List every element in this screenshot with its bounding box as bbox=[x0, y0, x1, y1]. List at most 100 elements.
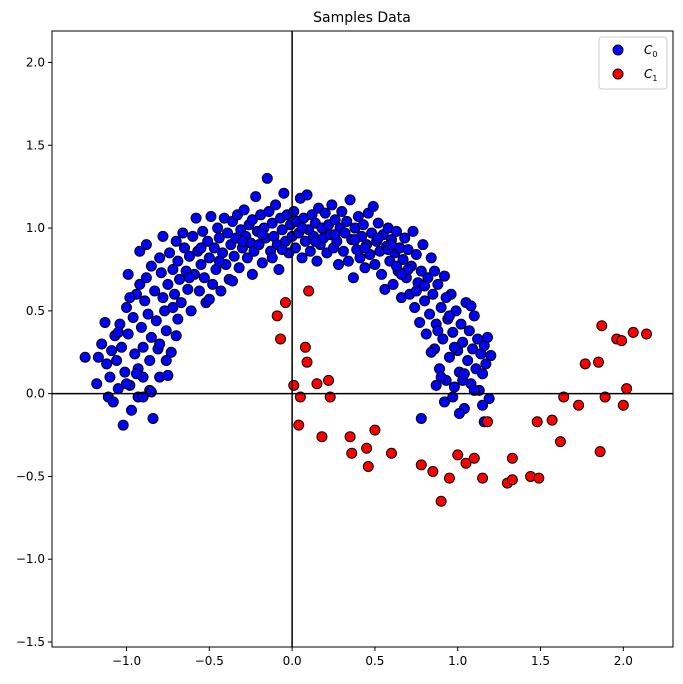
point-c0 bbox=[183, 250, 195, 262]
point-c0 bbox=[167, 302, 179, 314]
point-c0 bbox=[111, 355, 123, 367]
point-c0 bbox=[140, 239, 152, 251]
point-c0 bbox=[256, 229, 268, 241]
point-c0 bbox=[145, 331, 157, 343]
point-c0 bbox=[455, 318, 467, 330]
point-c0 bbox=[326, 199, 338, 211]
point-c0 bbox=[453, 408, 465, 420]
point-c0 bbox=[190, 212, 202, 224]
point-c0 bbox=[301, 189, 313, 201]
point-c0 bbox=[477, 368, 489, 380]
point-c0 bbox=[417, 239, 429, 251]
plot-marks bbox=[79, 172, 653, 507]
point-c0 bbox=[263, 205, 275, 217]
point-c0 bbox=[304, 245, 316, 257]
point-c0 bbox=[107, 396, 119, 408]
point-c1 bbox=[641, 328, 653, 340]
axes: −1.0 −0.5 0.0 0.5 1.0 1.5 2.0 −1.5 −1.0 −0.5 0.0 0.… bbox=[16, 30, 674, 668]
legend-marker-c0 bbox=[612, 44, 624, 56]
point-c0 bbox=[127, 311, 139, 323]
point-c0 bbox=[447, 391, 459, 403]
point-c0 bbox=[354, 252, 366, 264]
point-c0 bbox=[212, 222, 224, 234]
point-c0 bbox=[443, 351, 455, 363]
point-c0 bbox=[344, 194, 356, 206]
point-c0 bbox=[372, 217, 384, 229]
x-tick-label: 0.5 bbox=[365, 654, 384, 668]
point-c1 bbox=[533, 472, 545, 484]
point-c0 bbox=[367, 201, 379, 213]
point-c0 bbox=[387, 278, 399, 290]
point-c0 bbox=[437, 333, 449, 345]
point-c0 bbox=[185, 305, 197, 317]
point-c0 bbox=[448, 381, 460, 393]
point-c0 bbox=[106, 345, 118, 357]
point-c0 bbox=[347, 272, 359, 284]
point-c0 bbox=[116, 341, 128, 353]
point-c0 bbox=[99, 316, 111, 328]
y-tick-label: 0.0 bbox=[26, 387, 45, 401]
point-c0 bbox=[183, 272, 195, 284]
point-c0 bbox=[458, 368, 470, 380]
point-c0 bbox=[124, 292, 136, 304]
point-c0 bbox=[205, 210, 217, 222]
point-c0 bbox=[238, 204, 250, 216]
point-c0 bbox=[222, 227, 234, 239]
point-c1 bbox=[616, 335, 628, 347]
point-c1 bbox=[558, 391, 570, 403]
point-c0 bbox=[415, 265, 427, 277]
plot-frame bbox=[51, 30, 674, 648]
point-c0 bbox=[96, 338, 108, 350]
point-c0 bbox=[169, 288, 181, 300]
point-c0 bbox=[349, 234, 361, 246]
y-tick-label: −1.5 bbox=[16, 635, 45, 649]
point-c0 bbox=[407, 225, 419, 237]
point-c0 bbox=[79, 351, 91, 363]
point-c0 bbox=[170, 330, 182, 342]
point-c1 bbox=[427, 465, 439, 477]
point-c0 bbox=[228, 250, 240, 262]
point-c1 bbox=[627, 326, 639, 338]
point-c0 bbox=[92, 351, 104, 363]
y-tick-label: 2.0 bbox=[26, 55, 45, 69]
point-c0 bbox=[195, 242, 207, 254]
point-c0 bbox=[419, 295, 431, 307]
point-c1 bbox=[599, 391, 611, 403]
point-c0 bbox=[359, 242, 371, 254]
point-c1 bbox=[596, 320, 608, 332]
point-c0 bbox=[435, 371, 447, 383]
point-c0 bbox=[468, 310, 480, 322]
point-c1 bbox=[294, 391, 306, 403]
x-tick-label: 2.0 bbox=[614, 654, 633, 668]
point-c0 bbox=[135, 321, 147, 333]
point-c0 bbox=[480, 358, 492, 370]
x-tick-label: 1.0 bbox=[448, 654, 467, 668]
point-c0 bbox=[154, 338, 166, 350]
point-c0 bbox=[390, 225, 402, 237]
point-c0 bbox=[443, 310, 455, 322]
point-c0 bbox=[145, 386, 157, 398]
point-c1 bbox=[288, 379, 300, 391]
point-c1 bbox=[554, 436, 566, 448]
point-c0 bbox=[172, 255, 184, 267]
point-c1 bbox=[506, 474, 518, 486]
point-c1 bbox=[299, 341, 311, 353]
point-c0 bbox=[134, 278, 146, 290]
point-c0 bbox=[203, 252, 215, 264]
point-c1 bbox=[293, 419, 305, 431]
point-c1 bbox=[452, 449, 464, 461]
point-c0 bbox=[289, 242, 301, 254]
point-c0 bbox=[246, 268, 258, 280]
point-c0 bbox=[246, 214, 258, 226]
point-c0 bbox=[352, 210, 364, 222]
point-c0 bbox=[427, 288, 439, 300]
point-c0 bbox=[233, 262, 245, 274]
point-c1 bbox=[573, 399, 585, 411]
point-c0 bbox=[149, 285, 161, 297]
point-c0 bbox=[250, 191, 262, 203]
point-c0 bbox=[432, 278, 444, 290]
point-c0 bbox=[485, 350, 497, 362]
point-c0 bbox=[207, 278, 219, 290]
point-c1 bbox=[275, 333, 287, 345]
